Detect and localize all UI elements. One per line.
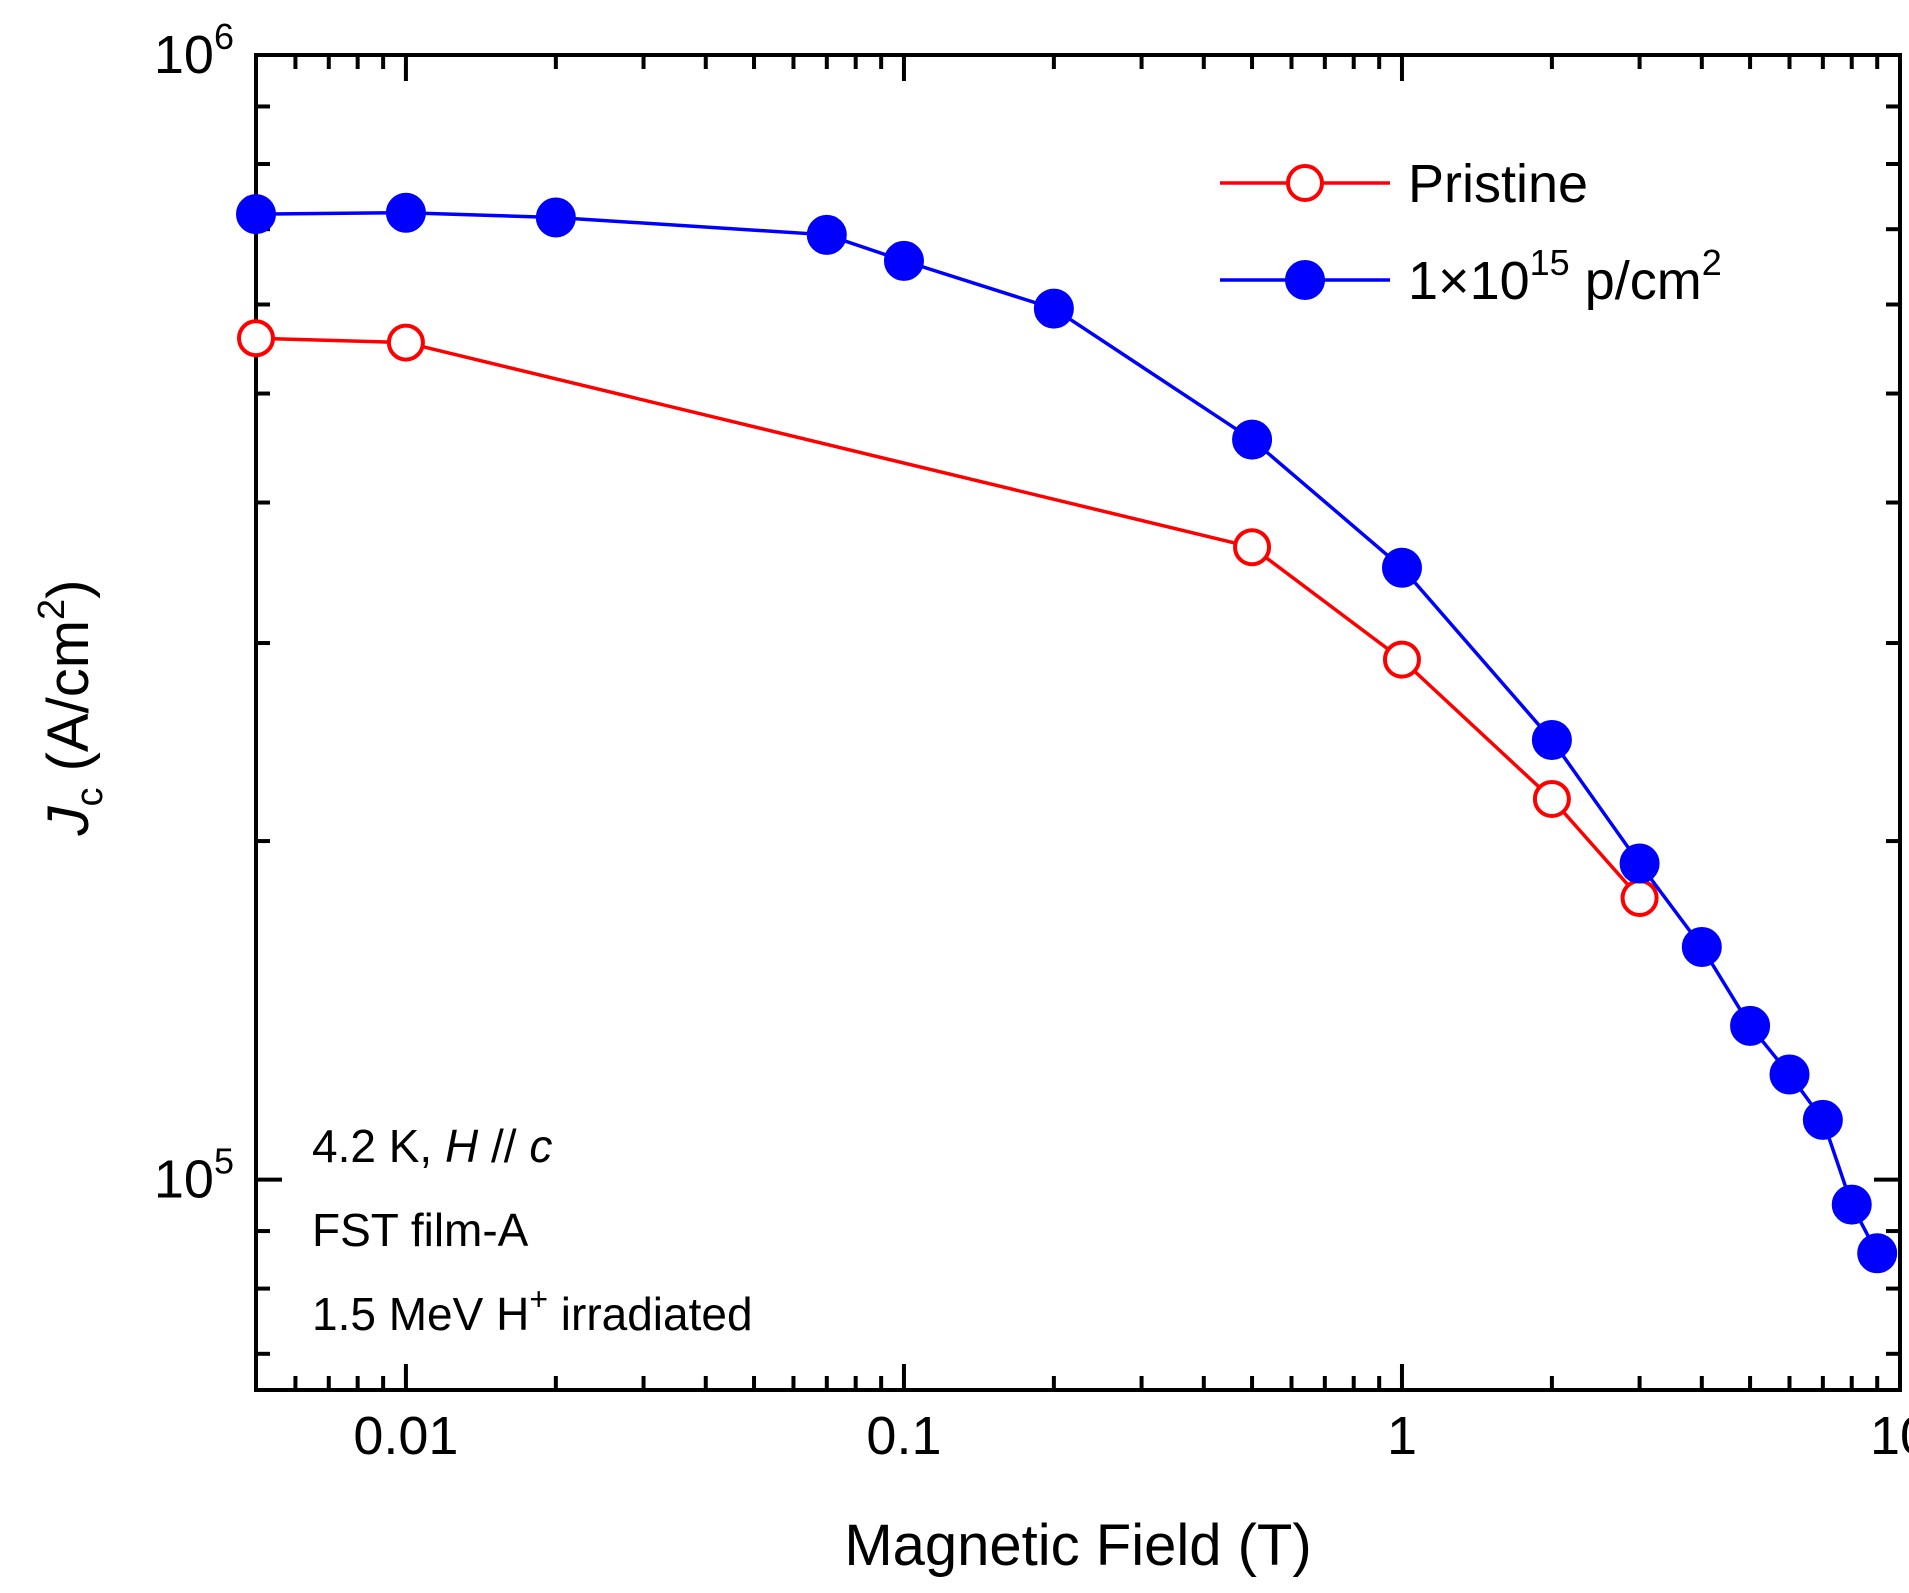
data-point [883, 240, 924, 281]
annotation-text: c [529, 1120, 552, 1172]
plot-frame [254, 53, 1902, 1392]
legend-label: Pristine [1408, 154, 1588, 214]
legend-label-exponent: 15 [1530, 242, 1570, 283]
annotation-text: irradiated [548, 1288, 753, 1340]
data-point [386, 323, 425, 362]
data-point [1232, 419, 1273, 460]
data-point [1381, 547, 1422, 588]
series-layer [236, 192, 1898, 1274]
y-tick-exponent: 5 [214, 1141, 234, 1182]
x-axis-title: Magnetic Field (T) [844, 1513, 1311, 1578]
legend-item-0: Pristine [1220, 154, 1588, 214]
annotation-text: 1.5 MeV H [312, 1288, 529, 1340]
legend: Pristine 1×1015 p/cm2 [1220, 154, 1722, 311]
data-point [1831, 1184, 1872, 1225]
data-point [236, 194, 276, 235]
annotation-line: 1.5 MeV H+ irradiated [312, 1281, 753, 1340]
x-tick-label: 0.01 [353, 1406, 458, 1466]
series-0 [237, 319, 1659, 917]
y-axis-title-unit: (A/cm [36, 620, 101, 788]
legend-item-1: 1×1015 p/cm2 [1220, 242, 1722, 311]
legend-label-text: Pristine [1408, 154, 1588, 214]
y-axis-title-unit-close: ) [36, 579, 101, 598]
annotation-line: 4.2 K, H // c [312, 1120, 552, 1172]
data-point [1802, 1099, 1843, 1140]
data-point [1532, 779, 1571, 818]
y-tick-label: 105 [154, 1141, 234, 1210]
legend-marker [1286, 164, 1324, 202]
data-point [806, 214, 847, 255]
annotation-text: // [478, 1120, 529, 1172]
annotation-text: 4.2 K, [312, 1120, 445, 1172]
legend-label-text: 1×10 [1408, 251, 1530, 311]
annotation-line: FST film-A [312, 1204, 529, 1256]
data-point [1730, 1005, 1771, 1046]
x-tick-label: 1 [1387, 1406, 1417, 1466]
data-point [385, 192, 426, 233]
legend-label: 1×1015 p/cm2 [1408, 242, 1722, 311]
annotation-text: FST film-A [312, 1204, 529, 1256]
data-point [1620, 878, 1659, 917]
legend-label-unit: p/cm [1570, 251, 1702, 311]
legend-label-unit-exponent: 2 [1702, 242, 1722, 283]
data-point [1769, 1054, 1810, 1095]
legend-marker [1285, 260, 1325, 300]
data-point [237, 319, 275, 358]
y-axis-title-subscript: c [69, 788, 111, 807]
y-axis-title-unit-exponent: 2 [31, 599, 73, 620]
y-tick-base: 10 [154, 1150, 214, 1210]
y-tick-base: 10 [154, 25, 214, 85]
data-point [1033, 288, 1074, 329]
data-point [1619, 843, 1660, 884]
y-tick-exponent: 6 [214, 16, 234, 57]
data-point [1857, 1233, 1898, 1274]
series-line [255, 210, 1879, 1255]
annotation-text: H [445, 1120, 479, 1172]
y-axis-title-symbol: J [36, 806, 101, 837]
y-axis-title: Jc (A/cm2) [31, 579, 111, 836]
data-point [535, 197, 576, 238]
series-1 [236, 192, 1898, 1274]
data-point [1531, 719, 1572, 760]
x-tick-label: 10 [1870, 1406, 1909, 1466]
x-tick-label: 0.1 [866, 1406, 941, 1466]
series-line [255, 336, 1641, 900]
data-point [1681, 927, 1722, 968]
axes-layer: 0.010.1110105106Magnetic Field (T)Jc (A/… [31, 16, 1909, 1578]
annotation-text: + [529, 1281, 548, 1317]
data-point [1382, 640, 1421, 679]
data-point [1233, 528, 1272, 567]
y-tick-label: 106 [154, 16, 234, 85]
